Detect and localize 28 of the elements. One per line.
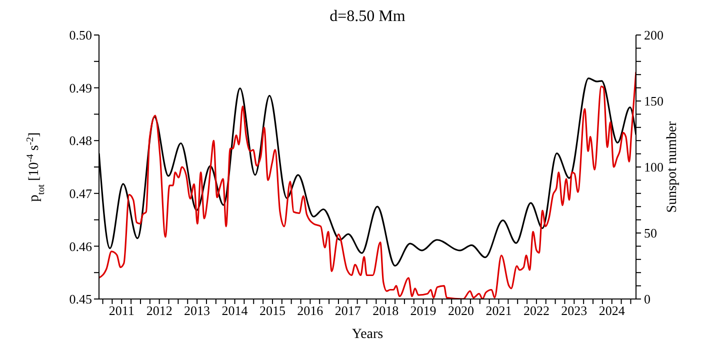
x-tick-label: 2016 [297,303,324,318]
x-axis-title: Years [352,327,384,342]
y2-tick-label: 150 [644,94,664,109]
x-tick-label: 2019 [410,303,436,318]
x-tick-label: 2021 [486,303,512,318]
y2-tick-label: 100 [644,160,664,175]
y-tick-label: 0.47 [69,186,92,202]
y-tick-label: 0.45 [69,292,92,307]
x-tick-label: 2024 [598,303,626,318]
x-tick-label: 2013 [184,303,210,318]
y-tick-label: 0.49 [69,80,92,96]
y2-tick-label: 200 [644,28,664,43]
chart-title: d=8.50 Mm [328,8,406,26]
y2-axis-title: Sunspot number [665,120,680,213]
x-tick-label: 2015 [259,303,286,318]
y2-tick-label: 0 [644,292,650,307]
x-tick-label: 2011 [108,303,134,318]
x-tick-label: 2018 [372,303,399,318]
y-tick-label: 0.48 [69,133,92,148]
x-tick-label: 2014 [222,303,248,318]
y-tick-label: 0.46 [69,238,92,254]
x-tick-label: 2020 [448,303,474,318]
x-tick-label: 2022 [523,303,550,318]
x-tick-label: 2012 [146,303,172,318]
x-tick-label: 2017 [334,303,362,318]
y-tick-label: 0.50 [69,28,92,43]
x-tick-label: 2023 [561,303,588,318]
y2-tick-label: 50 [644,226,657,241]
